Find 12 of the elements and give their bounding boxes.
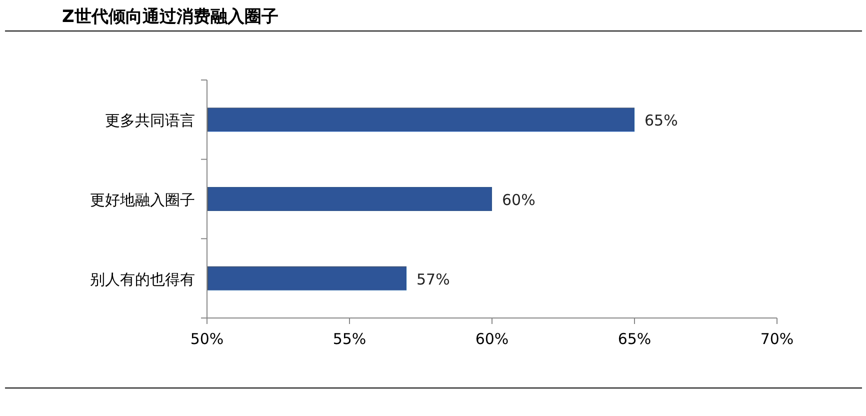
data-label: 60% [502, 191, 536, 209]
x-tick-label: 70% [760, 330, 794, 348]
data-label: 65% [644, 112, 678, 130]
y-tick-label: 更多共同语言 [105, 112, 195, 130]
x-tick-label: 60% [475, 330, 509, 348]
chart-title: Z世代倾向通过消费融入圈子 [62, 7, 278, 27]
x-tick-label: 55% [332, 330, 366, 348]
data-label: 57% [416, 270, 450, 288]
y-tick-label: 别人有的也得有 [90, 270, 195, 288]
x-tick-label: 50% [190, 330, 224, 348]
x-tick-label: 65% [618, 330, 652, 348]
y-tick-label: 更好地融入圈子 [90, 191, 195, 209]
